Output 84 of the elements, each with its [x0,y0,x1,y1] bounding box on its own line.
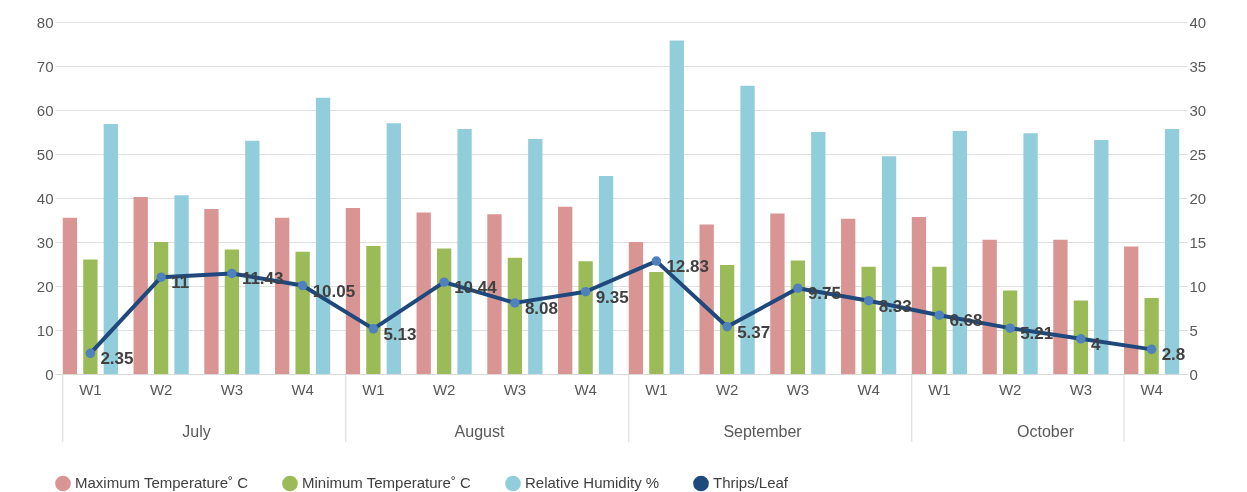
y-tick-label: 0 [45,365,54,383]
x-tick-label: W2 [432,380,456,398]
text: August [454,423,505,440]
data-label: 10.05 [312,281,356,301]
bar [578,261,593,374]
legend-label: Thrips/Leaf [713,474,789,492]
y-tick-label: 80 [36,13,54,31]
x-tick-label: W1 [645,380,668,398]
x-tick-label: W4 [857,380,880,398]
y2-tick-label: 15 [1189,233,1207,251]
bar [1073,300,1089,374]
data-label: 9.75 [807,284,841,304]
x-tick-label: W2 [715,380,739,398]
x-tick-label: W3 [1069,380,1093,398]
data-label: 5.13 [383,324,417,344]
data-label: 6.68 [949,311,983,331]
data-label: 11.43 [241,269,284,289]
data-label: 12.83 [666,257,709,277]
data-label: 5.37 [737,322,771,342]
y2-tick-label: 0 [1189,365,1198,383]
text: September [723,423,803,440]
bar [911,216,927,374]
y-tick-label: 10 [36,321,54,339]
x-tick-label: W3 [220,380,244,398]
bar [62,217,78,374]
bar [790,260,806,374]
y2-tick-label: 10 [1189,277,1207,295]
bar [1053,239,1068,374]
bar [133,197,148,374]
data-label: 5.21 [1020,324,1054,344]
data-label: 8.33 [878,296,912,316]
y-tick-label: 20 [36,277,54,295]
x-tick-label: W4 [291,380,314,398]
y2-tick-label: 35 [1189,57,1207,75]
bar [204,209,219,374]
y-tick-label: 40 [36,189,54,207]
bar [841,218,856,374]
text: July [182,423,211,440]
bar [982,239,997,374]
x-tick-label: W4 [1140,380,1163,398]
x-tick-label: W2 [149,380,173,398]
data-label: 4 [1090,334,1101,354]
x-tick-label: W1 [928,380,951,398]
bar [174,195,189,374]
y-tick-label: 70 [36,57,54,75]
x-tick-label: W3 [786,380,810,398]
bar [224,249,240,374]
bar [861,266,876,374]
bar [628,242,644,374]
bar [649,271,664,374]
bar [507,257,523,374]
y2-tick-label: 5 [1189,321,1198,339]
data-label: 11 [171,273,190,293]
x-tick-label: W4 [574,380,597,398]
y-tick-label: 30 [36,233,54,251]
y2-tick-label: 40 [1189,13,1207,31]
bar [558,206,573,374]
bar [719,264,735,374]
bar [416,212,431,374]
bar [83,259,98,374]
x-tick-label: W1 [79,380,102,398]
legend-label: Relative Humidity % [525,474,660,492]
legend-label: Minimum Temperature˚ C [302,474,472,492]
data-label: 10.44 [454,278,498,298]
bar [366,245,381,374]
bar [1144,297,1159,374]
y2-tick-label: 20 [1189,189,1207,207]
x-tick-label: W2 [998,380,1022,398]
bar [153,242,169,374]
y-tick-label: 60 [36,101,54,119]
bar [770,213,785,374]
bar [295,251,310,374]
bar [1002,290,1018,374]
x-tick-label: W1 [362,380,385,398]
y2-tick-label: 30 [1189,101,1207,119]
bar [932,266,947,374]
y-tick-label: 50 [36,145,54,163]
legend-label: Maximum Temperature˚ C [75,474,249,492]
data-label: 9.35 [595,287,629,307]
text: October [1017,423,1075,440]
x-tick-label: W3 [503,380,527,398]
bar [1124,246,1139,374]
y2-tick-label: 25 [1189,145,1207,163]
bar [436,248,452,374]
